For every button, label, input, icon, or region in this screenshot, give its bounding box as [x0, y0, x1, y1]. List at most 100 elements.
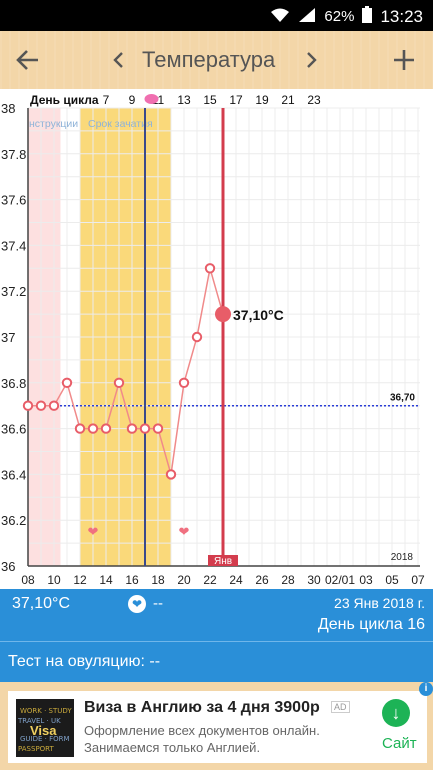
band-label: Срок зачатия — [88, 118, 153, 130]
wifi-icon — [270, 7, 290, 27]
x-tick-label: 14 — [99, 573, 113, 587]
data-point[interactable] — [139, 423, 151, 434]
x-tick-label: 12 — [73, 573, 87, 587]
y-tick-label: 37.8 — [1, 147, 26, 162]
data-point[interactable] — [74, 423, 86, 434]
data-point[interactable] — [191, 331, 203, 343]
chevron-right-icon[interactable] — [306, 31, 318, 89]
cycle-day-label: 21 — [281, 93, 295, 107]
x-tick-label: 08 — [21, 573, 35, 587]
y-tick-label: 38 — [1, 101, 15, 116]
download-arrow-icon[interactable]: ↓ — [382, 699, 410, 727]
data-point[interactable] — [126, 423, 138, 434]
cycle-day-label: 17 — [229, 93, 243, 107]
x-tick-label: 28 — [281, 573, 295, 587]
info-panel[interactable]: 37,10°C ❤ -- 23 Янв 2018 г. День цикла 1… — [0, 589, 433, 641]
x-tick-label: 24 — [229, 573, 243, 587]
app-bar: Температура — [0, 31, 433, 89]
cycle-day-label: 9 — [129, 93, 136, 107]
baseline-label: 36,70 — [390, 393, 415, 404]
selected-data-point[interactable] — [215, 306, 231, 323]
x-tick-label: 22 — [203, 573, 217, 587]
x-tick-label: 03 — [359, 573, 373, 587]
temperature-chart[interactable]: 38 37.8 37.6 37.4 37.2 37 36.8 36.6 36.4 36.2 36 Де… — [0, 89, 433, 589]
y-tick-label: 36.4 — [1, 467, 26, 482]
x-tick-label: 07 — [411, 573, 425, 587]
data-point[interactable] — [113, 377, 125, 388]
page-title: Температура — [142, 47, 276, 72]
data-point[interactable] — [178, 377, 190, 388]
back-arrow-icon[interactable] — [16, 31, 40, 89]
today-marker — [208, 555, 238, 566]
x-tick-label: 20 — [177, 573, 191, 587]
ad-card[interactable]: WORK · STUDY TRAVEL · UK GUIDE · FORM PA… — [8, 691, 427, 763]
svg-text:GUIDE · FORM: GUIDE · FORM — [20, 735, 70, 743]
temperature-series-line — [28, 268, 224, 475]
band-label: нструкции — [29, 118, 78, 130]
data-point[interactable] — [48, 400, 60, 411]
status-bar: 62% 13:23 — [0, 0, 433, 31]
svg-text:PASSPORT: PASSPORT — [18, 745, 55, 753]
plus-icon[interactable] — [393, 31, 415, 89]
data-point[interactable] — [204, 263, 216, 274]
heart-icon[interactable]: ❤ — [128, 595, 146, 613]
y-tick-label: 37.6 — [1, 193, 26, 208]
data-point[interactable] — [152, 423, 164, 434]
y-tick-label: 36.6 — [1, 422, 26, 437]
x-tick-label: 30 — [307, 573, 321, 587]
cycle-label: День цикла — [30, 93, 99, 107]
signal-icon — [298, 7, 316, 27]
data-point[interactable] — [22, 400, 34, 411]
y-tick-label: 37.4 — [1, 238, 26, 253]
data-point[interactable] — [165, 469, 177, 480]
y-tick-label: 36.2 — [1, 513, 26, 528]
today-marker-label: Янв — [214, 556, 232, 567]
ad-headline[interactable]: Виза в Англию за 4 дня 3900р — [84, 699, 320, 716]
battery-icon — [362, 6, 373, 27]
cycle-day-label: 23 — [307, 93, 321, 107]
x-tick-label: 02/01 — [325, 573, 355, 587]
data-point[interactable] — [61, 377, 73, 388]
y-tick-label: 36 — [1, 559, 15, 574]
x-tick-label: 05 — [385, 573, 399, 587]
selected-temperature: 37,10°C — [12, 595, 70, 612]
ad-info-icon[interactable]: i — [419, 682, 433, 696]
ad-banner[interactable]: WORK · STUDY TRAVEL · UK GUIDE · FORM PA… — [0, 682, 433, 770]
ovulation-test-row[interactable]: Тест на овуляцию: -- — [0, 641, 433, 682]
ovulation-test-label: Тест на овуляцию: -- — [8, 653, 161, 670]
ad-cta[interactable]: Сайт — [382, 735, 417, 752]
x-tick-label: 18 — [151, 573, 165, 587]
x-tick-label: 10 — [47, 573, 61, 587]
ad-thumb-text: Visa — [30, 723, 57, 738]
heart-icon: ❤ — [88, 524, 99, 539]
data-point[interactable] — [35, 400, 47, 411]
svg-text:WORK · STUDY: WORK · STUDY — [20, 707, 72, 715]
selected-value-label: 37,10°C — [233, 307, 284, 323]
chart-background — [0, 89, 433, 589]
chart-canvas[interactable]: 38 37.8 37.6 37.4 37.2 37 36.8 36.6 36.4 36.2 36 Де… — [0, 89, 433, 589]
y-tick-label: 36.8 — [1, 376, 26, 391]
cycle-day-label: 15 — [203, 93, 217, 107]
cycle-day-label: 7 — [103, 93, 110, 107]
cycle-day-label: 13 — [177, 93, 191, 107]
ad-description: Оформление всех документов онлайн. Заним… — [84, 723, 320, 755]
battery-percent: 62% — [324, 8, 355, 25]
svg-text:TRAVEL · UK: TRAVEL · UK — [17, 717, 61, 725]
ovulation-pill-icon — [144, 94, 159, 104]
clock: 13:23 — [380, 6, 423, 26]
ad-thumbnail[interactable]: WORK · STUDY TRAVEL · UK GUIDE · FORM PA… — [16, 699, 74, 757]
cycle-day-label: 19 — [255, 93, 269, 107]
y-tick-label: 37.2 — [1, 284, 26, 299]
x-tick-label: 26 — [255, 573, 269, 587]
cycle-day: День цикла 16 — [317, 616, 425, 633]
data-point[interactable] — [100, 423, 112, 434]
data-point[interactable] — [87, 423, 99, 434]
heart-icon: ❤ — [179, 524, 190, 539]
chevron-left-icon[interactable] — [112, 31, 124, 89]
selected-date: 23 Янв 2018 г. — [334, 595, 425, 611]
y-tick-label: 37 — [1, 330, 15, 345]
ad-badge: AD — [331, 701, 350, 713]
x-tick-label: 16 — [125, 573, 139, 587]
year-label: 2018 — [391, 552, 414, 563]
intercourse-note: -- — [153, 595, 163, 612]
